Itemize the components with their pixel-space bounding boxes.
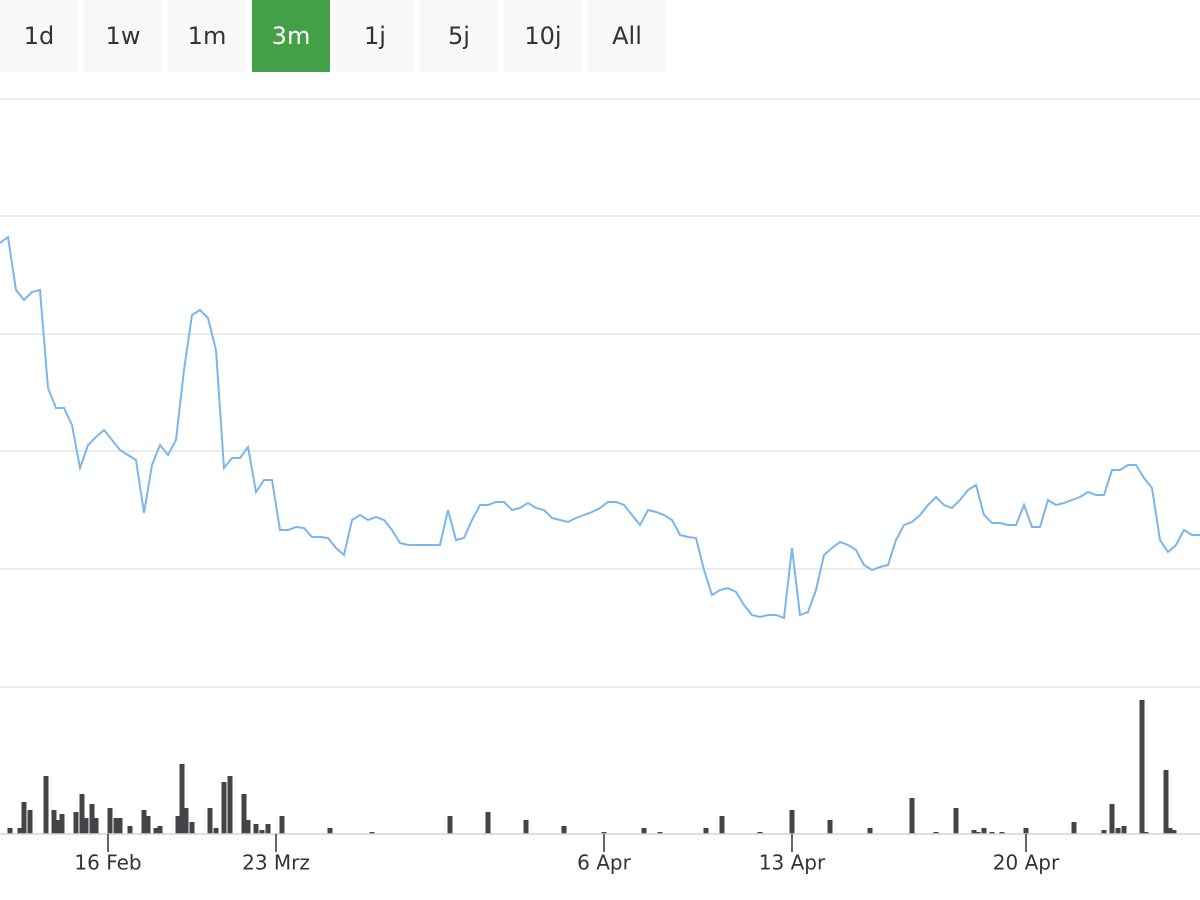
volume-bar	[221, 782, 227, 834]
volume-bar	[145, 816, 151, 834]
volume-bar	[179, 764, 185, 834]
volume-bar	[141, 810, 147, 834]
volume-bar	[1121, 826, 1127, 834]
volume-bar	[657, 832, 663, 834]
volume-bar	[265, 824, 271, 834]
volume-bar	[971, 830, 977, 834]
range-button[interactable]: 3m	[252, 0, 330, 72]
volume-bar	[213, 828, 219, 834]
volume-bar	[981, 828, 987, 834]
volume-bar	[27, 810, 33, 834]
volume-bar	[43, 776, 49, 834]
volume-bar	[241, 794, 247, 834]
volume-bar	[447, 816, 453, 834]
range-button[interactable]: 10j	[504, 0, 582, 72]
volume-bar	[485, 812, 491, 834]
volume-bar	[1167, 828, 1173, 834]
volume-bar	[561, 826, 567, 834]
volume-bar	[719, 816, 725, 834]
volume-bar	[601, 832, 607, 834]
x-tick-label: 23 Mrz	[242, 851, 310, 875]
volume-bar	[245, 820, 251, 834]
range-button[interactable]: All	[588, 0, 666, 72]
volume-bar	[153, 828, 159, 834]
volume-bar	[933, 832, 939, 834]
volume-bar	[757, 832, 763, 834]
volume-bar	[327, 828, 333, 834]
volume-bar	[867, 828, 873, 834]
volume-bar	[117, 818, 123, 834]
volume-bar	[227, 776, 233, 834]
volume-bar	[59, 814, 65, 834]
volume-bar	[279, 816, 285, 834]
x-tick-label: 6 Apr	[577, 851, 631, 875]
volume-bar	[259, 830, 265, 834]
volume-bar	[999, 832, 1005, 834]
volume-bar	[157, 826, 163, 834]
x-tick-label: 20 Apr	[993, 851, 1060, 875]
volume-bar	[1115, 828, 1121, 834]
volume-bar	[523, 820, 529, 834]
range-button[interactable]: 1j	[336, 0, 414, 72]
volume-bar	[953, 808, 959, 834]
volume-bar	[789, 810, 795, 834]
price-line	[0, 235, 1200, 620]
volume-bar	[17, 828, 23, 834]
x-tick-label: 16 Feb	[74, 851, 141, 875]
volume-bar	[1071, 822, 1077, 834]
volume-bar	[51, 810, 57, 834]
volume-bar	[79, 794, 85, 834]
volume-bar	[93, 818, 99, 834]
volume-bar	[175, 816, 181, 834]
volume-bar	[1139, 700, 1145, 834]
volume-bar	[1109, 804, 1115, 834]
volume-bar	[703, 828, 709, 834]
volume-bar	[989, 832, 995, 834]
range-button[interactable]: 5j	[420, 0, 498, 72]
volume-bar	[189, 822, 195, 834]
volume-bar	[55, 820, 61, 834]
volume-bar	[183, 808, 189, 834]
volume-bar	[83, 818, 89, 834]
volume-bar	[21, 802, 27, 834]
volume-bar	[975, 832, 981, 834]
volume-bar	[89, 804, 95, 834]
x-tick-label: 13 Apr	[759, 851, 826, 875]
volume-bar	[207, 808, 213, 834]
volume-bar	[7, 828, 13, 834]
volume-bar	[253, 824, 259, 834]
volume-bar	[127, 826, 133, 834]
range-button[interactable]: 1m	[168, 0, 246, 72]
volume-bar	[1101, 830, 1107, 834]
range-button[interactable]: 1d	[0, 0, 78, 72]
volume-bar	[107, 808, 113, 834]
volume-bar	[113, 818, 119, 834]
volume-bar	[827, 820, 833, 834]
volume-bar	[909, 798, 915, 834]
volume-bar	[1163, 770, 1169, 834]
volume-bar	[1023, 828, 1029, 834]
volume-bar	[369, 832, 375, 834]
volume-bar	[73, 812, 79, 834]
volume-bar	[1171, 830, 1177, 834]
volume-bar	[1143, 832, 1149, 834]
volume-bar	[641, 828, 647, 834]
range-button[interactable]: 1w	[84, 0, 162, 72]
